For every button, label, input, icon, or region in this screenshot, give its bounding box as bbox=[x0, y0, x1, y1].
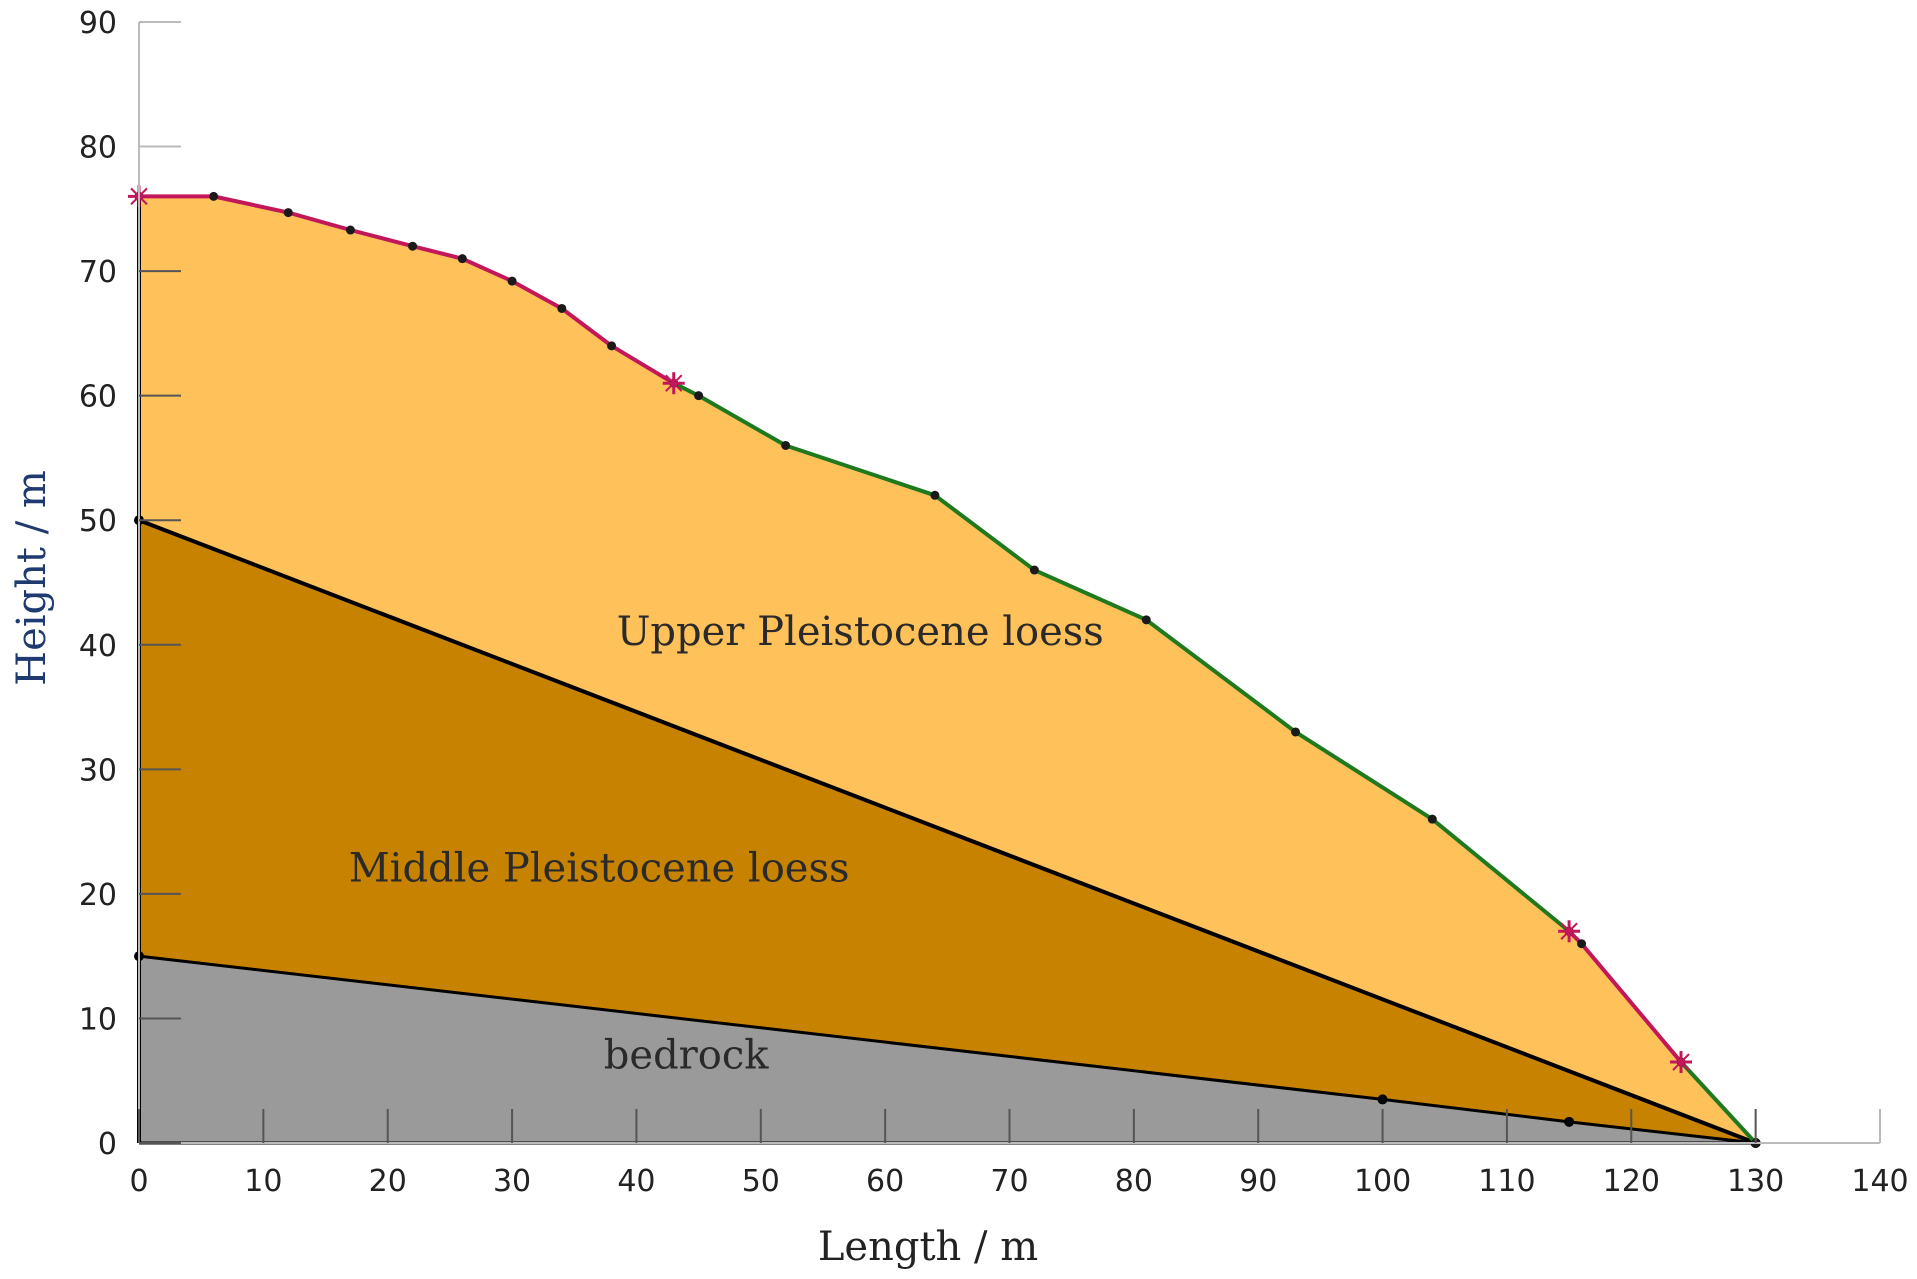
y-tick-label: 80 bbox=[79, 131, 117, 166]
bedrock-top-boundary-line bbox=[138, 954, 1756, 1145]
x-tick-label: 20 bbox=[369, 1164, 407, 1199]
x-tick-label: 90 bbox=[1239, 1164, 1277, 1199]
upper-loess-layer bbox=[139, 196, 1756, 1143]
x-tick-label: 140 bbox=[1851, 1164, 1908, 1199]
y-tick-label: 40 bbox=[79, 629, 117, 664]
surface-point bbox=[607, 341, 617, 351]
y-tick-label: 50 bbox=[79, 504, 117, 539]
y-tick-label: 20 bbox=[79, 878, 117, 913]
y-axis-title: Height / m bbox=[9, 470, 55, 686]
surface-point bbox=[557, 303, 567, 313]
x-tick-label: 30 bbox=[493, 1164, 531, 1199]
x-tick-label: 100 bbox=[1354, 1164, 1411, 1199]
surface-point bbox=[209, 191, 219, 201]
boundary-point bbox=[1564, 1116, 1575, 1127]
x-tick-label: 120 bbox=[1603, 1164, 1660, 1199]
cross-marker bbox=[665, 374, 683, 392]
surface-point bbox=[930, 490, 940, 500]
surface-point bbox=[1291, 727, 1301, 737]
y-tick-label: 70 bbox=[79, 255, 117, 290]
surface-point bbox=[694, 391, 704, 401]
layer-labels-group: Upper Pleistocene loess Middle Pleistocen… bbox=[349, 609, 1104, 1078]
cross-marker bbox=[1672, 1053, 1690, 1071]
y-tick-label: 60 bbox=[79, 380, 117, 415]
layer-label: Upper Pleistocene loess bbox=[617, 609, 1104, 655]
surface-point bbox=[781, 440, 791, 450]
x-tick-label: 70 bbox=[990, 1164, 1028, 1199]
y-tick-label: 0 bbox=[98, 1127, 117, 1162]
surface-segment-green bbox=[1679, 1060, 1758, 1145]
surface-point bbox=[507, 276, 517, 286]
x-tick-label: 0 bbox=[129, 1164, 148, 1199]
x-tick-label: 50 bbox=[742, 1164, 780, 1199]
middle-top-boundary-line bbox=[138, 518, 1757, 1145]
surface-point bbox=[1029, 565, 1039, 575]
surface-profile-group bbox=[128, 185, 1761, 1148]
surface-point bbox=[457, 254, 467, 264]
x-tick-label: 40 bbox=[617, 1164, 655, 1199]
x-tick-label: 10 bbox=[244, 1164, 282, 1199]
surface-point bbox=[408, 241, 418, 251]
surface-point bbox=[345, 225, 355, 235]
x-tick-label: 130 bbox=[1727, 1164, 1784, 1199]
y-tick-label: 30 bbox=[79, 753, 117, 788]
x-tick-label: 80 bbox=[1115, 1164, 1153, 1199]
cross-marker bbox=[1560, 922, 1578, 940]
y-tick-label: 10 bbox=[79, 1002, 117, 1037]
layers-group bbox=[139, 196, 1756, 1143]
surface-point bbox=[1141, 615, 1151, 625]
x-tick-label: 110 bbox=[1478, 1164, 1535, 1199]
surface-point bbox=[1577, 939, 1587, 949]
surface-segment-red bbox=[139, 194, 675, 385]
x-tick-label: 60 bbox=[866, 1164, 904, 1199]
layer-label: Middle Pleistocene loess bbox=[349, 845, 850, 891]
surface-point bbox=[283, 208, 293, 218]
x-axis-title: Length / m bbox=[818, 1224, 1038, 1270]
boundary-point bbox=[1377, 1094, 1388, 1105]
surface-point bbox=[1427, 814, 1437, 824]
layer-label: bedrock bbox=[604, 1032, 769, 1078]
y-tick-label: 90 bbox=[79, 6, 117, 41]
ticks-group: 0 10 20 30 40 50 60 70 80 90 100 110 120 130 140 0 10 20 3… bbox=[79, 6, 1909, 1199]
